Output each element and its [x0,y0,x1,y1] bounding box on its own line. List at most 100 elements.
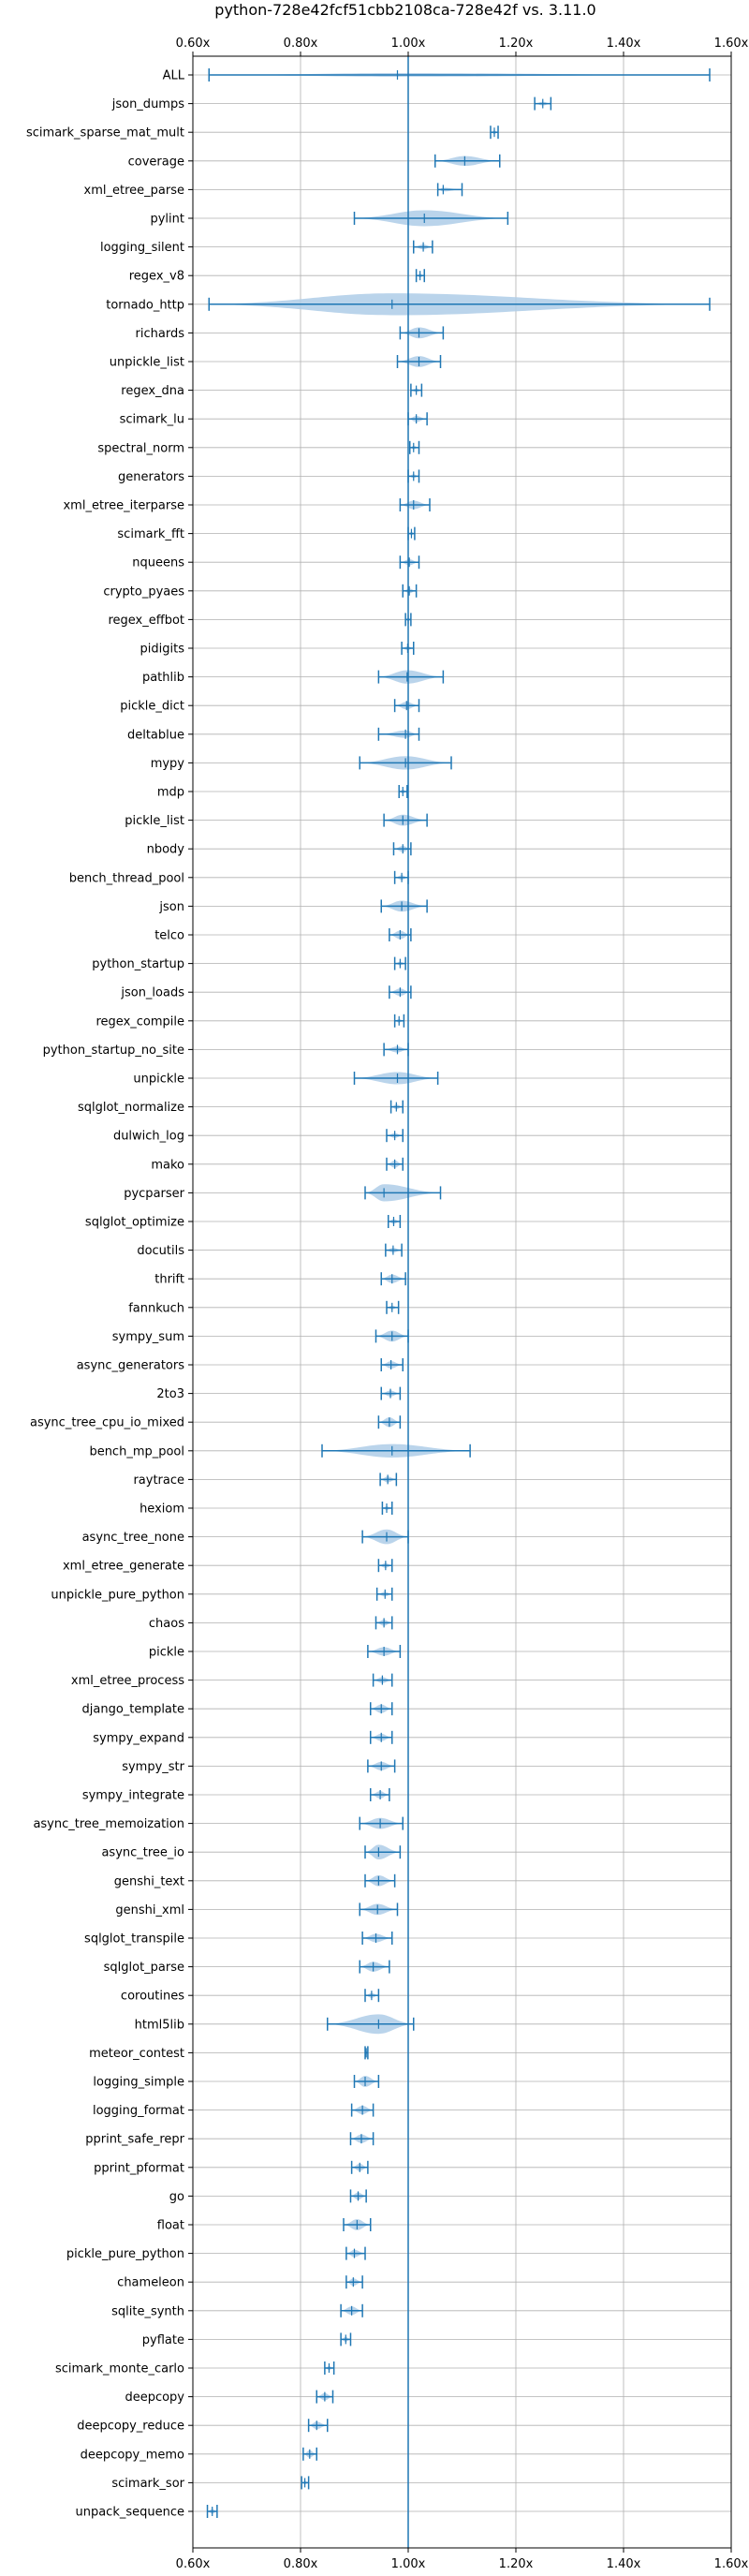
category-label: sqlite_synth [111,2304,184,2318]
category-label: pprint_safe_repr [85,2133,184,2147]
category-label: chameleon [117,2276,184,2290]
category-label: crypto_pyaes [103,585,184,599]
category-label: generators [118,470,184,484]
category-label: unpickle [133,1073,184,1087]
category-label: dulwich_log [113,1130,184,1144]
category-label: sympy_integrate [82,1789,184,1803]
category-label: deepcopy [125,2391,184,2405]
category-label: pprint_pformat [94,2161,184,2175]
category-label: sympy_expand [93,1731,184,1745]
category-label: mako [151,1158,184,1172]
category-label: xml_etree_parse [84,184,184,198]
category-label: regex_v8 [129,270,184,284]
category-label: pickle_pure_python [66,2247,184,2261]
category-label: async_tree_io [101,1846,184,1860]
category-label: nbody [147,843,185,857]
category-label: xml_etree_generate [63,1560,184,1574]
category-label: async_tree_cpu_io_mixed [30,1416,184,1430]
category-label: deltablue [127,728,184,742]
category-label: go [169,2190,184,2204]
category-label: regex_dna [121,384,184,398]
category-label: async_tree_memoization [33,1817,184,1831]
x-tick-label-top: 1.60x [714,37,749,51]
category-label: sqlglot_normalize [78,1101,184,1115]
x-tick-label-top: 1.40x [607,37,641,51]
category-label: docutils [137,1244,184,1258]
category-label: unpickle_pure_python [51,1588,184,1602]
chart-title: python-728e42fcf51cbb2108ca-728e42f vs. … [214,1,595,19]
x-tick-label-bottom: 1.60x [714,2557,749,2571]
axis-layer: 0.60x 0.60x 0.80x 0.80x 1.00x 1.00x 1.20x 1.20x… [26,37,749,2571]
category-label: html5lib [135,2018,184,2032]
category-label: unpack_sequence [75,2506,184,2520]
category-label: logging_silent [100,241,184,255]
category-label: sqlglot_transpile [84,1932,184,1947]
category-label: deepcopy_memo [81,2448,184,2462]
category-label: json_dumps [111,97,184,111]
category-label: xml_etree_process [71,1674,184,1688]
category-label: sympy_str [122,1760,184,1774]
category-label: nqueens [132,556,184,570]
category-label: pickle [149,1646,184,1660]
x-tick-label-bottom: 0.80x [284,2557,318,2571]
category-label: ALL [163,69,185,83]
category-label: django_template [82,1703,184,1717]
category-label: python_startup [92,957,184,971]
category-label: python_startup_no_site [43,1044,184,1058]
category-label: scimark_monte_carlo [55,2362,184,2376]
category-label: xml_etree_iterparse [63,499,184,513]
category-label: async_tree_none [82,1531,184,1545]
category-label: deepcopy_reduce [77,2420,184,2434]
category-label: mdp [157,786,184,800]
x-tick-label-top: 1.20x [499,37,534,51]
category-label: regex_compile [95,1014,184,1029]
category-label: 2to3 [156,1387,184,1401]
category-label: fannkuch [128,1301,184,1315]
category-label: logging_simple [93,2076,184,2090]
category-label: pycparser [124,1187,184,1201]
category-label: richards [136,327,185,341]
category-label: scimark_sor [111,2477,184,2491]
category-label: pathlib [142,671,184,685]
category-label: tornado_http [106,298,184,312]
x-tick-label-top: 0.80x [284,37,318,51]
category-label: bench_mp_pool [89,1444,184,1458]
category-label: scimark_fft [117,527,184,541]
category-label: sqlglot_parse [104,1961,184,1975]
x-tick-label-bottom: 1.00x [391,2557,426,2571]
x-tick-label-bottom: 0.60x [176,2557,211,2571]
category-label: bench_thread_pool [69,871,184,885]
category-label: thrift [154,1273,184,1287]
category-label: scimark_lu [120,413,184,427]
category-label: logging_format [93,2104,184,2118]
x-tick-label-top: 0.60x [176,37,211,51]
category-label: genshi_xml [115,1903,184,1917]
category-label: mypy [151,757,185,771]
category-label: float [157,2219,184,2233]
category-label: coverage [128,155,184,169]
category-label: json [158,900,184,914]
category-label: json_loads [120,986,184,1000]
category-label: scimark_sparse_mat_mult [26,126,184,141]
x-tick-label-bottom: 1.40x [607,2557,641,2571]
category-label: regex_effbot [108,614,184,628]
category-label: meteor_contest [89,2047,184,2061]
category-label: pylint [150,213,184,227]
category-label: genshi_text [114,1874,184,1888]
x-tick-label-top: 1.00x [391,37,426,51]
category-label: raytrace [133,1473,184,1488]
x-tick-label-bottom: 1.20x [499,2557,534,2571]
category-label: unpickle_list [110,356,184,370]
category-label: spectral_norm [97,441,184,455]
category-label: pyflate [142,2333,184,2347]
category-label: async_generators [77,1359,185,1373]
category-label: sympy_sum [112,1330,184,1344]
category-label: pickle_dict [120,700,184,714]
category-label: telco [154,929,184,943]
category-label: pidigits [140,643,185,657]
category-label: hexiom [140,1503,184,1517]
category-label: sqlglot_optimize [85,1216,184,1230]
plot-frame [192,55,732,2549]
